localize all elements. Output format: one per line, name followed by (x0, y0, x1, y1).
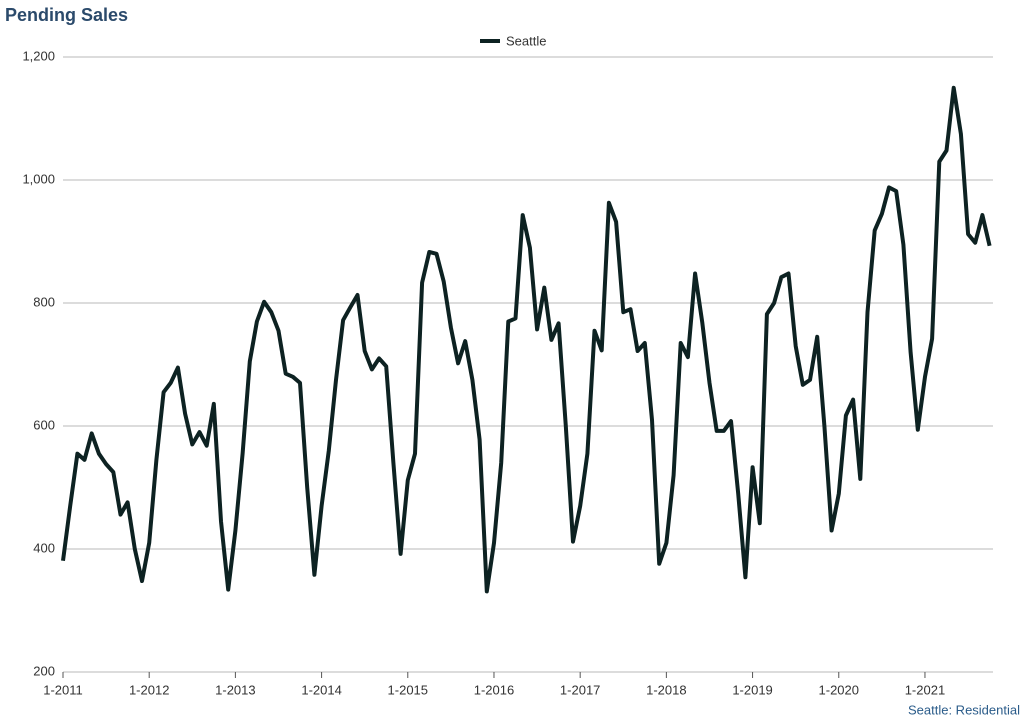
x-tick-label: 1-2020 (819, 682, 859, 697)
x-tick-label: 1-2014 (301, 682, 341, 697)
x-tick-label: 1-2011 (43, 682, 83, 697)
y-tick-label: 1,000 (22, 171, 55, 186)
y-tick-label: 200 (33, 663, 55, 678)
y-tick-label: 400 (33, 540, 55, 555)
x-tick-label: 1-2016 (474, 682, 514, 697)
legend-label: Seattle (506, 33, 546, 48)
x-tick-label: 1-2017 (560, 682, 600, 697)
x-tick-label: 1-2012 (129, 682, 169, 697)
chart-title: Pending Sales (5, 5, 128, 25)
x-tick-label: 1-2015 (388, 682, 428, 697)
line (61, 85, 992, 594)
source-note: Seattle: Residential (908, 702, 1020, 717)
x-tick-label: 1-2019 (732, 682, 772, 697)
x-tick-label: 1-2018 (646, 682, 686, 697)
y-tick-label: 800 (33, 294, 55, 309)
x-tick-label: 1-2013 (215, 682, 255, 697)
x-tick-label: 1-2021 (905, 682, 945, 697)
y-tick-label: 1,200 (22, 48, 55, 63)
y-tick-label: 600 (33, 417, 55, 432)
